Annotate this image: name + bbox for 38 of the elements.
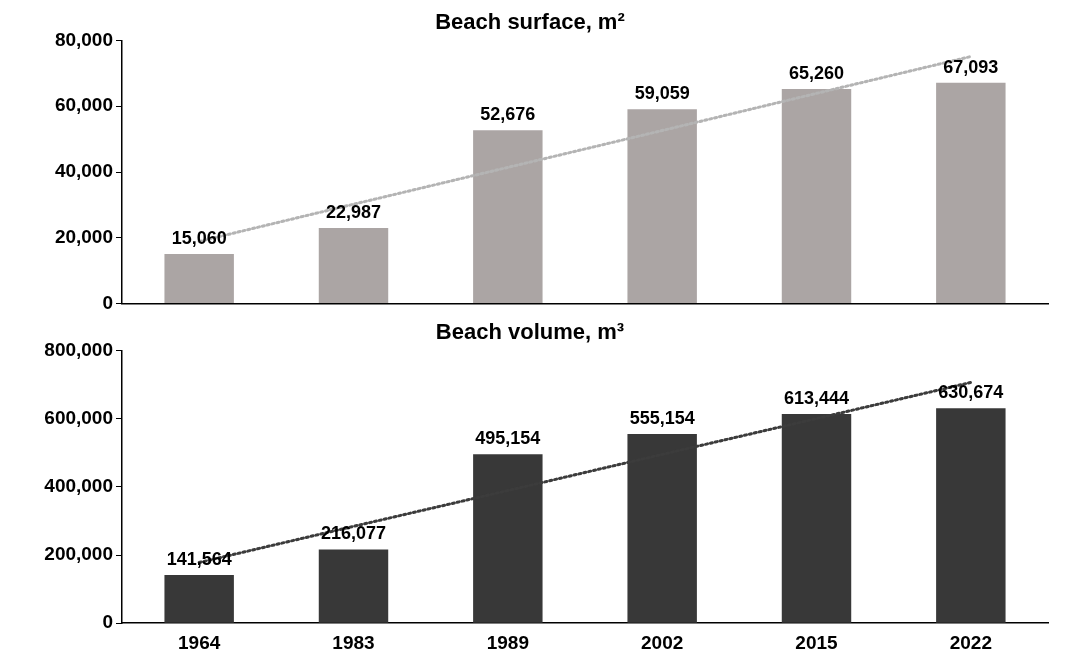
bar bbox=[781, 88, 852, 304]
data-label: 495,154 bbox=[475, 428, 541, 449]
y-tick-label: 40,000 bbox=[54, 160, 113, 182]
y-tick-label: 80,000 bbox=[54, 28, 113, 50]
y-tick-label: 20,000 bbox=[54, 226, 113, 248]
x-tick-label: 2022 bbox=[949, 631, 992, 653]
data-label: 52,676 bbox=[480, 104, 536, 125]
bar bbox=[473, 130, 543, 304]
data-label: 216,077 bbox=[320, 523, 387, 544]
y-tick-label: 400,000 bbox=[44, 475, 113, 497]
y-tick-label: 0 bbox=[102, 291, 113, 313]
chart-title: Beach volume, m³ bbox=[435, 319, 625, 345]
data-label: 15,060 bbox=[171, 228, 227, 249]
y-tick-label: 0 bbox=[102, 611, 113, 633]
bar bbox=[318, 227, 389, 304]
x-tick-label: 2002 bbox=[641, 631, 684, 653]
y-tick-label: 800,000 bbox=[44, 338, 113, 360]
bar bbox=[627, 109, 697, 304]
x-tick-label: 1964 bbox=[178, 631, 221, 653]
x-tick-label: 2015 bbox=[795, 631, 839, 653]
data-label: 22,987 bbox=[325, 201, 382, 222]
data-label: 65,260 bbox=[788, 62, 845, 83]
data-label: 59,059 bbox=[634, 83, 690, 104]
chart-title: Beach surface, m² bbox=[435, 9, 625, 35]
data-label: 67,093 bbox=[943, 56, 999, 77]
bar bbox=[936, 82, 1006, 304]
bar bbox=[936, 408, 1006, 623]
data-label: 630,674 bbox=[938, 382, 1004, 403]
x-tick-label: 1989 bbox=[486, 631, 529, 653]
bar bbox=[164, 254, 234, 304]
bar bbox=[164, 574, 234, 623]
y-tick-label: 200,000 bbox=[44, 543, 113, 565]
bar bbox=[318, 549, 389, 623]
y-tick-label: 60,000 bbox=[54, 94, 113, 116]
data-label: 555,154 bbox=[629, 407, 695, 428]
y-tick-label: 600,000 bbox=[44, 406, 113, 428]
data-label: 613,444 bbox=[783, 387, 850, 408]
x-tick-label: 1983 bbox=[332, 631, 375, 653]
